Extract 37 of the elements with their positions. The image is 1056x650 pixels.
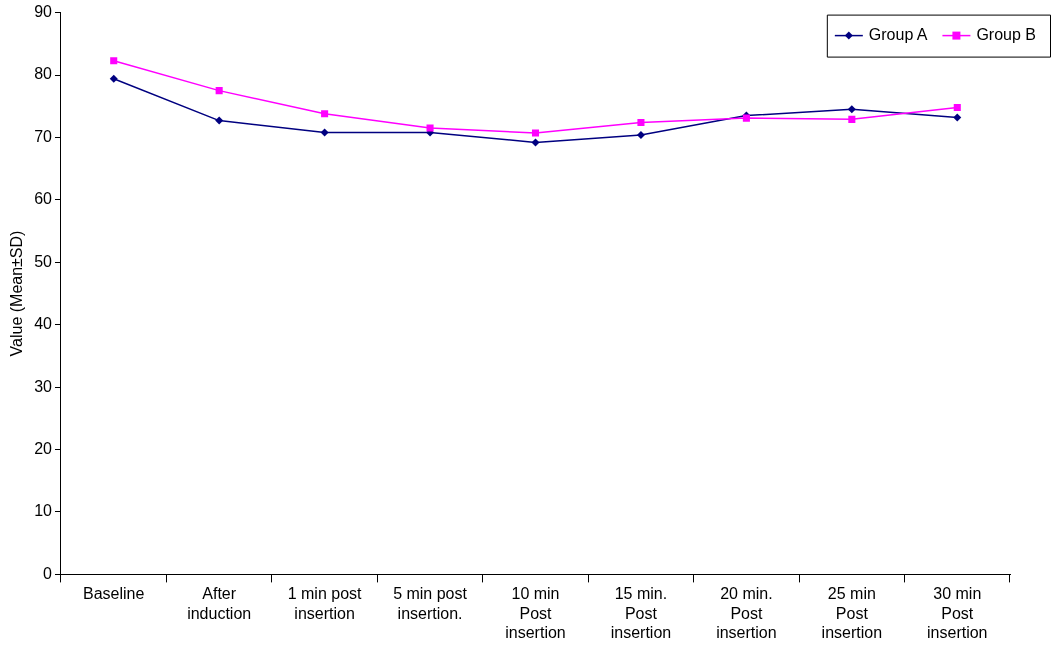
point	[426, 124, 434, 132]
y-tick-label: 40	[34, 315, 53, 333]
point	[531, 129, 540, 137]
point	[320, 128, 329, 137]
point	[848, 115, 856, 123]
y-tick-label: 60	[34, 190, 53, 208]
y-tick-label: 0	[43, 564, 53, 582]
point	[321, 110, 329, 118]
point	[215, 116, 224, 125]
x-tick-label: 10 min Post insertion	[505, 585, 566, 641]
x-tick-label: 25 min Post insertion	[821, 585, 883, 641]
point	[215, 87, 223, 95]
x-tick-label: 30 min Post insertion	[927, 585, 988, 641]
x-tick-label: 15 min. Post insertion	[610, 585, 672, 641]
y-tick-label: 20	[34, 439, 53, 457]
x-tick-label: 5 min post insertion.	[393, 585, 468, 622]
y-tick-label: 70	[34, 127, 53, 145]
point	[953, 113, 962, 122]
point	[953, 103, 961, 112]
legend-label: Group A	[868, 26, 928, 44]
y-tick-label: 50	[34, 252, 53, 270]
y-tick-label: 80	[34, 65, 53, 83]
x-tick-label: After induction	[187, 585, 252, 622]
point	[847, 105, 856, 114]
point	[109, 74, 118, 83]
legend-label: Group B	[976, 26, 1037, 44]
y-tick-label: 30	[34, 377, 53, 395]
y-axis-title: Value (Mean±SD)	[8, 230, 26, 357]
point	[110, 57, 118, 65]
point	[531, 138, 540, 147]
x-tick-label: 1 min post insertion	[287, 585, 363, 622]
x-tick-label: Baseline	[83, 585, 145, 603]
y-tick-label: 10	[34, 502, 53, 520]
point	[637, 118, 645, 126]
x-tick-label: 20 min. Post insertion	[716, 585, 777, 641]
y-tick-label: 90	[34, 3, 53, 21]
point	[636, 130, 645, 139]
